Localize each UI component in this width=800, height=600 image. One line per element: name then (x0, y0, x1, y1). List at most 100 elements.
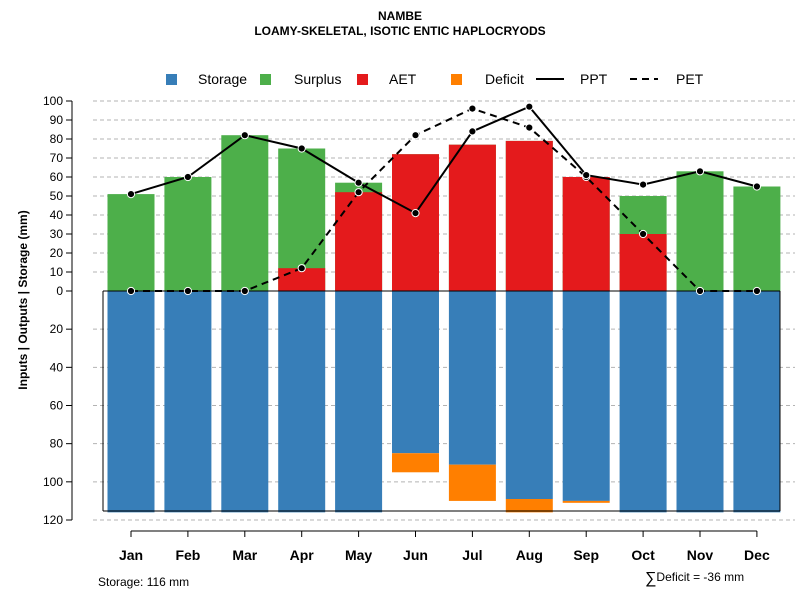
legend-swatch-deficit (451, 74, 462, 85)
pet-point-apr (297, 264, 306, 273)
legend-label-surplus: Surplus (294, 71, 341, 87)
pet-point-aug (525, 123, 534, 132)
ppt-point-sep (582, 171, 591, 180)
y-tick-label: 10 (50, 265, 64, 279)
surplus-bar-jan (107, 194, 155, 291)
y-tick-label: 120 (43, 513, 63, 527)
pet-point-jun (411, 131, 420, 140)
pet-point-dec (752, 286, 762, 296)
x-tick-label-apr: Apr (290, 547, 315, 563)
y-tick-label: 30 (50, 227, 64, 241)
legend-label-ppt: PPT (580, 71, 608, 87)
legend-label-pet: PET (676, 71, 704, 87)
y-axis-label: Inputs | Outputs | Storage (mm) (16, 210, 30, 389)
storage-bar-dec (733, 291, 781, 513)
y-tick-label: 0 (56, 284, 63, 298)
ppt-point-may (354, 178, 363, 187)
legend-label-aet: AET (389, 71, 417, 87)
tick-labels: 0 10 20 30 40 50 60 70 80 90 100 20 40 60 80 100 120 Inpu… (16, 94, 770, 563)
surplus-bar-dec (733, 186, 781, 291)
storage-bar-aug (505, 291, 553, 500)
storage-bar-jul (448, 291, 496, 465)
y-tick-label: 90 (50, 113, 64, 127)
y-tick-label: 80 (50, 437, 64, 451)
pet-point-jul (468, 104, 477, 113)
storage-bar-oct (619, 291, 667, 513)
storage-bar-apr (278, 291, 326, 513)
y-tick-label: 20 (50, 246, 64, 260)
ppt-point-jul (468, 127, 477, 136)
pet-line (131, 107, 757, 292)
ppt-point-dec (752, 182, 762, 191)
y-tick-label: 40 (50, 360, 64, 374)
pet-point-oct (639, 229, 648, 239)
surplus-bar-feb (164, 177, 212, 291)
aet-bar-may (335, 192, 383, 291)
ppt-point-nov (695, 167, 705, 176)
legend-label-deficit: Deficit (485, 71, 524, 87)
ppt-point-mar (240, 131, 249, 140)
x-tick-label-oct: Oct (631, 547, 655, 563)
ppt-point-aug (525, 102, 534, 111)
storage-bar-jun (392, 291, 439, 454)
x-tick-label-jun: Jun (403, 547, 428, 563)
chart-title: NAMBE (378, 9, 422, 23)
ppt-point-feb (183, 172, 192, 182)
surplus-aet-bars (107, 135, 781, 291)
ppt-point-jun (411, 209, 420, 218)
surplus-bar-nov (676, 171, 724, 291)
storage-deficit-bars (107, 291, 781, 513)
y-tick-label: 20 (50, 322, 64, 336)
sum-symbol: ∑ (645, 570, 657, 587)
x-tick-label-nov: Nov (687, 547, 714, 563)
ppt-line (130, 105, 758, 215)
chart-legend: Storage Surplus AET Deficit PPT PET (166, 71, 704, 87)
aet-bar-aug (505, 140, 553, 291)
pet-point-may (354, 188, 363, 197)
storage-footnote: Storage: 116 mm (98, 575, 190, 589)
pet-point-mar (240, 286, 249, 296)
legend-swatch-storage (166, 74, 177, 85)
y-tick-label: 60 (50, 170, 64, 184)
legend-swatch-aet (357, 74, 368, 85)
pet-point-feb (183, 286, 192, 296)
x-tick-label-mar: Mar (232, 547, 257, 563)
ppt-point-apr (297, 144, 306, 153)
storage-bar-may (335, 291, 383, 513)
y-tick-label: 40 (50, 208, 64, 222)
legend-label-storage: Storage (198, 71, 247, 87)
aet-bar-sep (562, 177, 610, 291)
axes (71, 101, 781, 532)
deficit-bar-jun (392, 453, 439, 473)
aet-bar-jun (392, 154, 439, 291)
deficit-bar-sep (562, 500, 610, 503)
pet-point-nov (695, 286, 705, 296)
x-tick-label-jan: Jan (119, 547, 143, 563)
storage-bar-nov (676, 291, 724, 513)
x-tick-label-jul: Jul (462, 547, 482, 563)
x-tick-label-dec: Dec (744, 547, 770, 563)
aet-bar-jul (448, 144, 496, 291)
storage-bar-feb (164, 291, 212, 513)
deficit-sum-text: Deficit = -36 mm (656, 570, 745, 584)
y-tick-label: 100 (43, 475, 63, 489)
aet-bar-oct (619, 234, 667, 291)
deficit-bar-aug (505, 499, 553, 513)
storage-bar-sep (562, 291, 610, 501)
pet-point-jan (126, 286, 136, 296)
y-tick-label: 60 (50, 399, 64, 413)
ppt-point-oct (639, 180, 648, 189)
storage-bar-jan (107, 291, 155, 513)
legend-swatch-surplus (260, 74, 271, 85)
chart-subtitle: LOAMY-SKELETAL, ISOTIC ENTIC HAPLOCRYODS (254, 24, 546, 38)
y-tick-label: 100 (43, 94, 63, 108)
y-tick-label: 50 (50, 189, 64, 203)
ppt-point-jan (126, 190, 136, 199)
x-tick-label-aug: Aug (516, 547, 543, 563)
x-tick-label-sep: Sep (573, 547, 599, 563)
y-tick-label: 70 (50, 151, 64, 165)
y-tick-label: 80 (50, 132, 64, 146)
deficit-footnote: ∑Deficit = -36 mm (645, 570, 744, 588)
deficit-bar-jul (448, 464, 496, 501)
